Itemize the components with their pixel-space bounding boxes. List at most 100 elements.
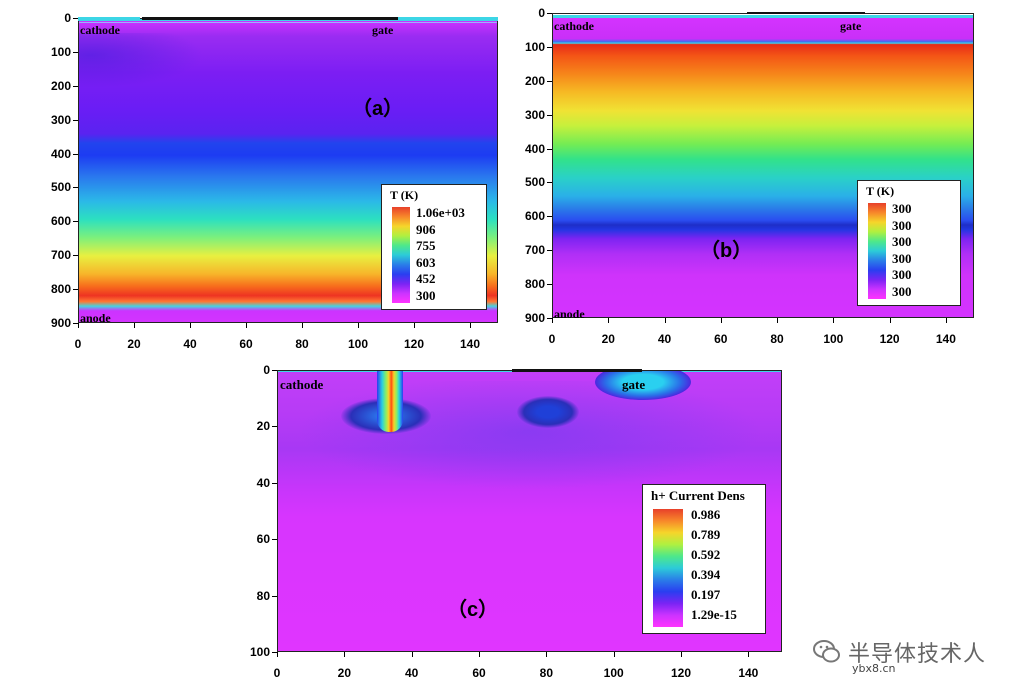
panel-a-xtick-mark-1 xyxy=(134,323,135,328)
panel-c-xtick-4: 80 xyxy=(539,666,553,680)
panel-a-cathode-label: cathode xyxy=(80,23,120,37)
panel-b-legend-value-5: 300 xyxy=(892,283,912,299)
panel-c-ytick-2: 40 xyxy=(256,475,270,490)
watermark: 半导体技术人 xyxy=(812,634,986,670)
panel-b-xtick-mark-2 xyxy=(664,318,666,323)
panel-a-legend-value-2: 755 xyxy=(416,238,436,253)
panel-b: cathode gate anode （b） 0 100 200 300 400 500 6… xyxy=(524,6,974,346)
panel-a-ytick-0: 0 xyxy=(64,11,71,25)
panel-c-label: （c） xyxy=(447,599,499,621)
panel-c-ytick-0: 0 xyxy=(263,363,270,377)
panel-c-xtick-1: 20 xyxy=(337,666,351,680)
panel-c-ytick-5: 100 xyxy=(249,645,270,659)
panel-c-legend-value-2: 0.592 xyxy=(691,547,721,562)
panel-a-legend-value-5: 300 xyxy=(416,287,436,303)
panel-b-xtick-6: 120 xyxy=(879,332,900,346)
panel-a-xtick-mark-6 xyxy=(414,323,415,328)
panel-b-ytick-1: 100 xyxy=(524,39,545,54)
panel-b-ytick-mark-6 xyxy=(547,216,552,218)
panel-c-xtick-6: 120 xyxy=(670,666,692,680)
panel-b-ytick-0: 0 xyxy=(538,6,545,20)
panel-b-xtick-mark-7 xyxy=(945,318,947,323)
panel-a-xtick-mark-0 xyxy=(78,323,79,328)
panel-c-legend: h+ Current Dens 0.986 0.789 0.592 0.394 0.19… xyxy=(642,484,766,634)
panel-b-ytick-5: 500 xyxy=(524,175,545,190)
panel-a-ytick-mark-5 xyxy=(73,187,78,189)
panel-a-legend-value-0: 1.06e+03 xyxy=(416,205,465,220)
panel-b-ytick-4: 400 xyxy=(524,141,545,156)
panel-b-ytick-7: 700 xyxy=(524,243,545,258)
panel-c-legend-value-4: 0.197 xyxy=(691,587,721,602)
panel-b-ytick-mark-4 xyxy=(547,148,552,150)
panel-c-xtick-5: 100 xyxy=(603,666,624,680)
panel-a-ytick-1: 100 xyxy=(50,44,71,59)
panel-a-plot xyxy=(78,18,498,323)
panel-a-xtick-mark-5 xyxy=(358,323,359,328)
panel-a-ytick-2: 200 xyxy=(50,78,71,93)
panel-a-label: （a） xyxy=(352,98,404,120)
panel-b-xtick-mark-3 xyxy=(720,318,722,323)
panel-c-xtick-mark-0 xyxy=(277,652,278,657)
panel-a-legend-bar xyxy=(392,207,410,303)
panel-b-legend-value-2: 300 xyxy=(892,234,912,249)
panel-b-xtick-mark-6 xyxy=(889,318,891,323)
panel-c-legend-value-1: 0.789 xyxy=(691,527,721,542)
panel-b-ytick-mark-2 xyxy=(547,80,552,82)
panel-b-label: （b） xyxy=(700,240,753,262)
panel-c-legend-value-3: 0.394 xyxy=(691,567,721,582)
panel-c-cathode-label: cathode xyxy=(280,377,324,392)
panel-b-ytick-8: 800 xyxy=(524,277,545,292)
panel-c-xtick-mark-4 xyxy=(546,652,548,657)
panel-a-xtick-4: 80 xyxy=(295,337,309,351)
panel-b-legend-bar xyxy=(868,203,886,299)
panel-a-legend-value-4: 452 xyxy=(416,271,436,286)
panel-b-xtick-mark-1 xyxy=(608,318,610,323)
panel-b-anode-label: anode xyxy=(554,307,585,321)
panel-c-xtick-2: 40 xyxy=(404,666,419,680)
panel-c-legend-title: h+ Current Dens xyxy=(651,488,745,503)
panel-a-ytick-mark-9 xyxy=(73,323,78,324)
panel-a-gate-label: gate xyxy=(372,23,394,37)
panel-c-xtick-7: 140 xyxy=(738,666,759,680)
panel-a-ytick-mark-3 xyxy=(73,119,78,121)
panel-b-cathode-label: cathode xyxy=(554,19,594,33)
panel-b-legend-value-0: 300 xyxy=(892,201,912,216)
panel-a-ytick-mark-2 xyxy=(73,85,78,87)
panel-b-xtick-mark-0 xyxy=(552,318,553,323)
panel-b-legend: T (K) 300 300 300 300 300 300 xyxy=(857,180,961,306)
panel-c-ytick-mark-5 xyxy=(272,652,277,653)
panel-a-xtick-mark-3 xyxy=(246,323,247,328)
panel-a-xtick-mark-2 xyxy=(190,323,191,328)
panel-b-ytick-mark-8 xyxy=(547,284,552,286)
panel-b-ytick-mark-1 xyxy=(547,46,552,48)
panel-a-ytick-5: 500 xyxy=(50,180,71,195)
panel-b-xtick-7: 140 xyxy=(935,332,956,346)
panel-a-ytick-mark-1 xyxy=(73,51,78,53)
panel-b-ytick-mark-3 xyxy=(547,114,552,116)
panel-a-legend-value-1: 906 xyxy=(416,221,436,237)
panel-c-xtick-mark-1 xyxy=(344,652,346,657)
panel-c-xtick-0: 0 xyxy=(273,666,281,680)
panel-a-legend-value-3: 603 xyxy=(416,254,436,270)
panel-a-xtick-mark-7 xyxy=(470,323,471,328)
panel-c-legend-bar xyxy=(653,509,683,627)
panel-c-ytick-4: 80 xyxy=(256,588,270,603)
panel-a-ytick-3: 300 xyxy=(50,112,71,127)
panel-b-ytick-mark-0 xyxy=(547,13,552,14)
panel-a-ytick-9: 900 xyxy=(50,316,71,330)
panel-b-legend-value-4: 300 xyxy=(892,267,912,282)
panel-b-legend-value-1: 300 xyxy=(892,217,912,233)
panel-c-ytick-mark-1 xyxy=(272,426,277,428)
panel-b-legend-title: T (K) xyxy=(866,184,895,198)
panel-a-legend: T (K) 1.06e+03 906 755 603 452 300 xyxy=(381,184,487,310)
panel-c-xtick-mark-7 xyxy=(748,652,750,657)
panel-c-ytick-3: 60 xyxy=(256,532,270,547)
panel-a-ytick-mark-8 xyxy=(73,289,78,291)
panel-b-ytick-mark-9 xyxy=(547,318,552,319)
panel-c-xtick-mark-3 xyxy=(479,652,480,657)
panel-b-ytick-2: 200 xyxy=(524,73,545,88)
panel-b-ytick-6: 600 xyxy=(524,209,545,224)
panel-c-gate-label: gate xyxy=(622,377,646,392)
wechat-icon xyxy=(813,640,840,663)
panel-a-ytick-mark-0 xyxy=(73,18,78,19)
